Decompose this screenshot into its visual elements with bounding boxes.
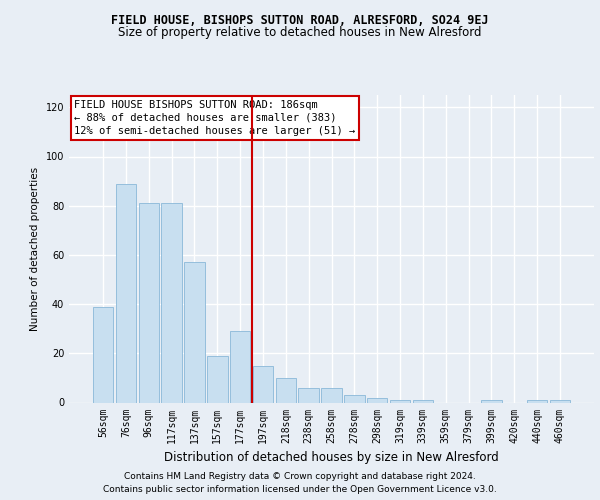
Bar [321, 388, 342, 402]
Bar [481, 400, 502, 402]
Y-axis label: Number of detached properties: Number of detached properties [30, 166, 40, 331]
Bar [230, 331, 250, 402]
Text: FIELD HOUSE, BISHOPS SUTTON ROAD, ALRESFORD, SO24 9EJ: FIELD HOUSE, BISHOPS SUTTON ROAD, ALRESF… [111, 14, 489, 27]
Bar [116, 184, 136, 402]
Bar [527, 400, 547, 402]
Bar [139, 203, 159, 402]
Bar [253, 366, 273, 403]
Bar [390, 400, 410, 402]
X-axis label: Distribution of detached houses by size in New Alresford: Distribution of detached houses by size … [164, 451, 499, 464]
Bar [298, 388, 319, 402]
Text: Size of property relative to detached houses in New Alresford: Size of property relative to detached ho… [118, 26, 482, 39]
Text: Contains public sector information licensed under the Open Government Licence v3: Contains public sector information licen… [103, 485, 497, 494]
Bar [344, 395, 365, 402]
Bar [184, 262, 205, 402]
Bar [413, 400, 433, 402]
Bar [367, 398, 388, 402]
Bar [93, 306, 113, 402]
Text: Contains HM Land Registry data © Crown copyright and database right 2024.: Contains HM Land Registry data © Crown c… [124, 472, 476, 481]
Bar [207, 356, 227, 403]
Bar [275, 378, 296, 402]
Bar [550, 400, 570, 402]
Bar [161, 203, 182, 402]
Text: FIELD HOUSE BISHOPS SUTTON ROAD: 186sqm
← 88% of detached houses are smaller (38: FIELD HOUSE BISHOPS SUTTON ROAD: 186sqm … [74, 100, 355, 136]
